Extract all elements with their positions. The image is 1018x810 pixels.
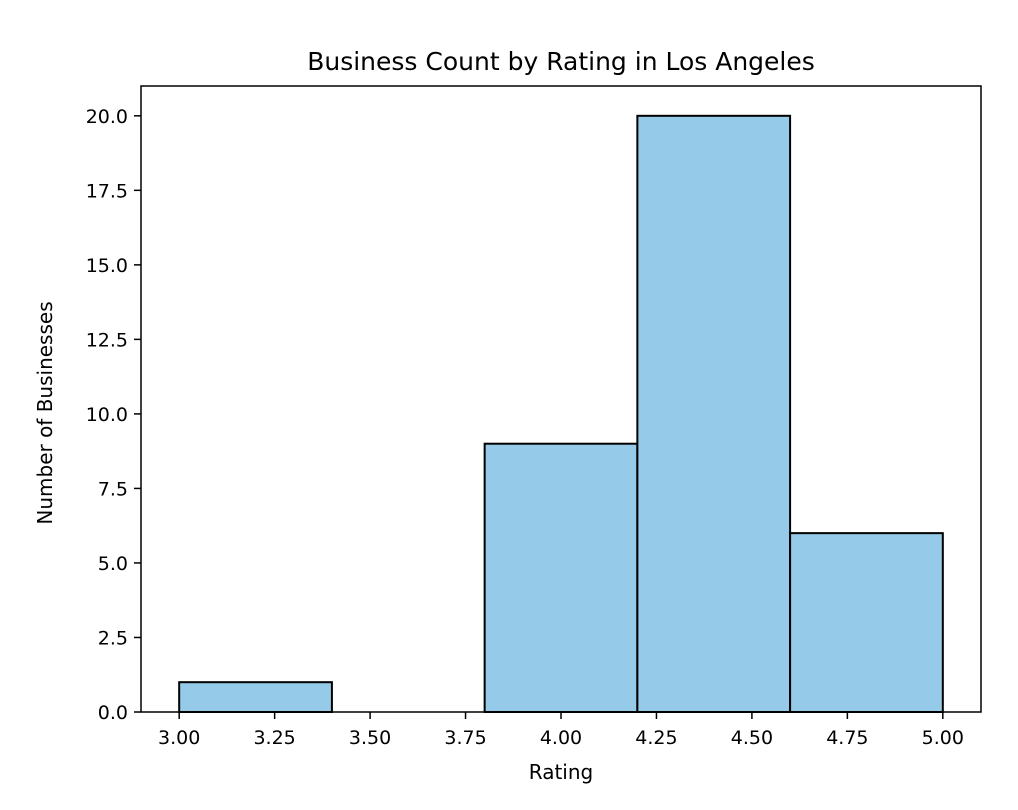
histogram-bar-3 xyxy=(636,114,792,714)
chart-title: Business Count by Rating in Los Angeles xyxy=(307,47,815,76)
x-tick-label-6: 4.50 xyxy=(731,727,773,749)
x-tick-label-1: 3.25 xyxy=(253,727,295,749)
x-axis: 3.00 3.25 3.50 3.75 4.00 4.25 4.50 4.75 5.00 xyxy=(158,712,964,749)
x-tick-label-8: 5.00 xyxy=(922,727,964,749)
y-tick-label-2: 5.0 xyxy=(98,553,128,575)
x-tick-label-4: 4.00 xyxy=(540,727,582,749)
y-tick-label-3: 7.5 xyxy=(98,478,128,500)
x-tick-label-5: 4.25 xyxy=(635,727,677,749)
y-tick-label-8: 20.0 xyxy=(86,106,128,128)
y-tick-label-5: 12.5 xyxy=(86,329,128,351)
x-tick-label-7: 4.75 xyxy=(826,727,868,749)
x-axis-label: Rating xyxy=(529,760,593,784)
y-tick-label-6: 15.0 xyxy=(86,255,128,277)
histogram-bar-0 xyxy=(178,681,333,714)
bars-layer xyxy=(178,114,944,714)
x-tick-label-2: 3.50 xyxy=(349,727,391,749)
x-tick-label-3: 3.75 xyxy=(444,727,486,749)
y-axis: 0.0 2.5 5.0 7.5 10.0 12.5 15.0 17.5 20.0 xyxy=(86,106,141,724)
y-tick-label-1: 2.5 xyxy=(98,627,128,649)
y-axis-label: Number of Businesses xyxy=(33,301,57,524)
y-tick-label-7: 17.5 xyxy=(86,180,128,202)
y-tick-label-4: 10.0 xyxy=(86,404,128,426)
histogram-bar-2 xyxy=(483,442,639,713)
histogram-bar-4 xyxy=(789,532,944,714)
y-tick-label-0: 0.0 xyxy=(98,702,128,724)
x-tick-label-0: 3.00 xyxy=(158,727,200,749)
